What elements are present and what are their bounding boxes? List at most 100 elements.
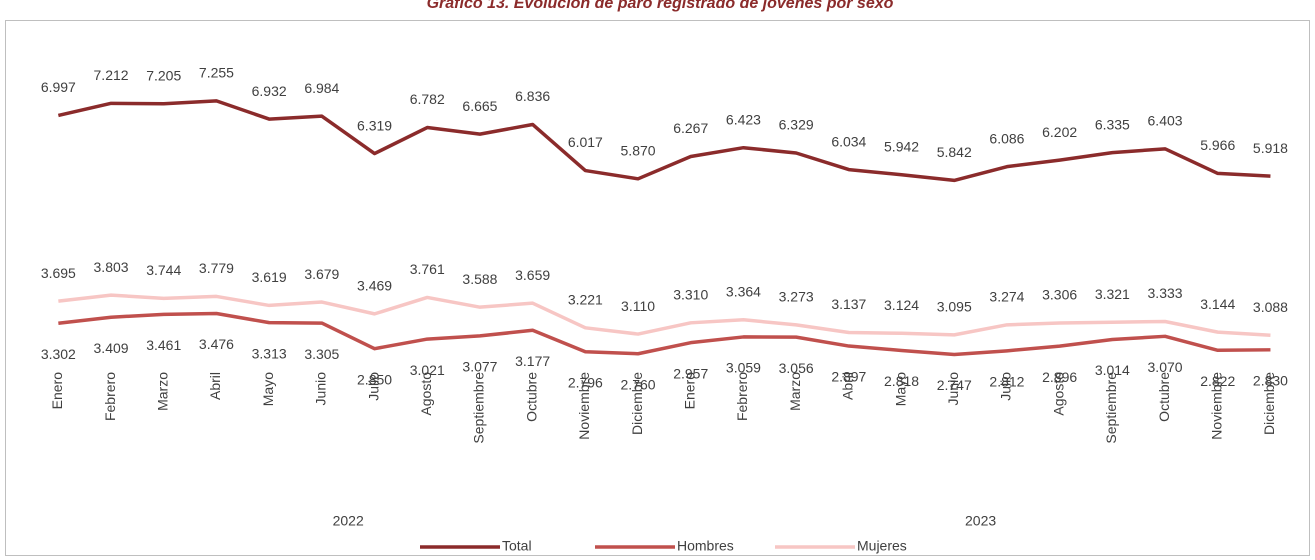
- x-tick-label: Abril: [840, 372, 856, 400]
- data-label: 6.086: [989, 130, 1024, 146]
- data-label: 3.679: [304, 266, 339, 282]
- data-label: 5.966: [1200, 137, 1235, 153]
- data-label: 3.619: [252, 269, 287, 285]
- x-tick-label: Enero: [49, 372, 65, 410]
- data-label: 6.782: [410, 91, 445, 107]
- x-tick-label: Abril: [207, 372, 223, 400]
- data-label: 3.695: [41, 265, 76, 281]
- data-label: 7.212: [94, 67, 129, 83]
- data-label: 6.984: [304, 80, 339, 96]
- x-tick-label: Enero: [681, 372, 697, 410]
- data-label: 2.818: [884, 373, 919, 389]
- data-label: 3.310: [673, 287, 708, 303]
- data-label: 6.017: [568, 134, 603, 150]
- data-label: 5.870: [621, 143, 656, 159]
- data-label: 3.469: [357, 278, 392, 294]
- data-label: 3.177: [515, 353, 550, 369]
- data-label: 6.932: [252, 83, 287, 99]
- x-tick-label: Septiembre: [471, 372, 487, 444]
- data-label: 5.942: [884, 138, 919, 154]
- data-label: 3.137: [831, 296, 866, 312]
- data-label: 3.321: [1095, 286, 1130, 302]
- x-group-label: 2022: [333, 513, 364, 529]
- data-label: 3.274: [989, 289, 1024, 305]
- data-label: 3.744: [146, 262, 181, 278]
- data-label: 3.803: [94, 259, 129, 275]
- x-tick-label: Diciembre: [629, 372, 645, 435]
- x-tick-label: Octubre: [1156, 372, 1172, 422]
- legend-label: Hombres: [677, 538, 734, 554]
- data-label: 2.822: [1200, 373, 1235, 389]
- data-label: 5.918: [1253, 140, 1288, 156]
- data-label: 6.997: [41, 79, 76, 95]
- series-line: [57, 99, 1271, 183]
- x-tick-label: Junio: [945, 372, 961, 406]
- data-label: 3.313: [252, 345, 287, 361]
- legend-label: Mujeres: [857, 538, 907, 554]
- data-label: 3.070: [1148, 359, 1183, 375]
- data-label: 3.364: [726, 283, 761, 299]
- data-label: 2.796: [568, 374, 603, 390]
- data-label: 3.409: [94, 340, 129, 356]
- x-group-label: 2023: [965, 513, 996, 529]
- data-label: 6.329: [779, 117, 814, 133]
- data-label: 2.896: [1042, 369, 1077, 385]
- x-tick-label: Marzo: [154, 372, 170, 411]
- x-tick-label: Septiembre: [1103, 372, 1119, 444]
- series-line: [58, 293, 1271, 338]
- series-line: [58, 311, 1271, 357]
- data-label: 2.897: [831, 369, 866, 385]
- data-label: 6.335: [1095, 116, 1130, 132]
- data-label: 2.747: [937, 377, 972, 393]
- data-label: 6.267: [673, 120, 708, 136]
- data-label: 2.850: [357, 371, 392, 387]
- data-label: 3.779: [199, 260, 234, 276]
- data-label: 6.403: [1148, 113, 1183, 129]
- data-label: 6.665: [462, 98, 497, 114]
- x-tick-label: Junio: [313, 372, 329, 406]
- data-label: 3.333: [1148, 285, 1183, 301]
- data-label: 3.302: [41, 346, 76, 362]
- x-tick-label: Febrero: [102, 372, 118, 421]
- data-label: 2.760: [621, 376, 656, 392]
- x-tick-label: Febrero: [734, 372, 750, 421]
- x-tick-label: Agosto: [1050, 372, 1066, 416]
- x-tick-label: Mayo: [260, 372, 276, 406]
- data-label: 3.088: [1253, 299, 1288, 315]
- data-label: 7.205: [146, 67, 181, 83]
- data-label: 6.034: [831, 133, 866, 149]
- legend-label: Total: [502, 538, 532, 554]
- data-label: 6.423: [726, 111, 761, 127]
- data-label: 3.588: [462, 271, 497, 287]
- data-label: 3.306: [1042, 287, 1077, 303]
- data-label: 3.476: [199, 336, 234, 352]
- data-label: 3.761: [410, 261, 445, 277]
- data-label: 3.124: [884, 297, 919, 313]
- data-label: 3.273: [779, 289, 814, 305]
- data-label: 3.305: [304, 346, 339, 362]
- chart-border: [5, 20, 1310, 556]
- data-label: 3.461: [146, 337, 181, 353]
- data-label: 2.812: [989, 374, 1024, 390]
- x-tick-label: Octubre: [523, 372, 539, 422]
- data-label: 3.021: [410, 362, 445, 378]
- data-label: 7.255: [199, 65, 234, 81]
- x-tick-label: Marzo: [787, 372, 803, 411]
- data-label: 3.077: [462, 359, 497, 375]
- data-label: 3.110: [621, 298, 655, 314]
- chart-title: Gráfico 13. Evolución de paro registrado…: [427, 0, 894, 12]
- data-label: 5.842: [937, 144, 972, 160]
- x-tick-label: Diciembre: [1261, 372, 1277, 435]
- data-label: 2.830: [1253, 373, 1288, 389]
- data-label: 3.056: [779, 360, 814, 376]
- data-label: 2.957: [673, 365, 708, 381]
- data-label: 3.221: [568, 292, 603, 308]
- x-tick-label: Julio: [998, 372, 1014, 401]
- x-tick-label: Noviembre: [576, 372, 592, 440]
- data-label: 3.144: [1200, 296, 1235, 312]
- data-label: 3.059: [726, 360, 761, 376]
- data-label: 6.836: [515, 88, 550, 104]
- data-label: 3.014: [1095, 362, 1130, 378]
